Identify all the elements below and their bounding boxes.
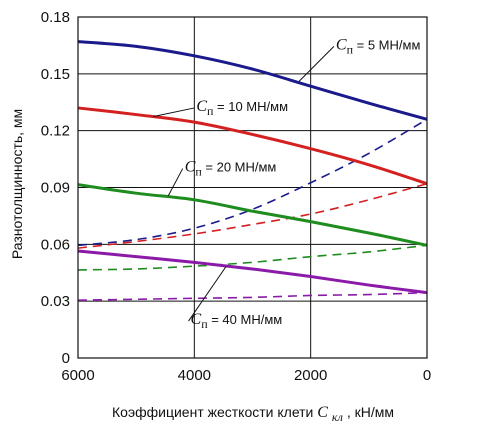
x-axis-symbol: C — [317, 404, 328, 421]
series-line-7-dashed — [77, 291, 428, 302]
y-tick-label: 0.06 — [41, 236, 70, 253]
x-tick-label: 0 — [423, 367, 431, 384]
annotation-label-0: Cп = 5 МН/мм — [336, 36, 421, 56]
series-line-4-solid — [77, 183, 428, 247]
annotation-leader-1 — [153, 107, 195, 117]
tick-labels: 0 0.03 0.06 0.09 0.12 0.15 0.18 6000 4000 2000 0 — [41, 9, 431, 384]
series-layer — [77, 40, 428, 302]
annotation-subscript: п — [207, 104, 214, 118]
series-line-5-dashed — [77, 244, 428, 271]
series-line-0-solid — [77, 40, 428, 121]
y-tick-label: 0.09 — [41, 180, 70, 197]
y-tick-label: 0.12 — [41, 123, 70, 140]
annotation-subscript: п — [347, 42, 354, 56]
x-axis-title-text: Коэффициент жесткости клети — [112, 404, 313, 420]
annotation-value: = 10 МН/мм — [213, 99, 288, 114]
annotation-symbol: C — [196, 98, 207, 115]
annotation-label-2: Cп = 20 МН/мм — [185, 159, 277, 179]
annotation-value: = 20 МН/мм — [202, 160, 277, 175]
series-line-6-solid — [77, 249, 428, 295]
x-tick-label: 6000 — [61, 367, 94, 384]
annotation-value: = 5 МН/мм — [353, 37, 420, 52]
annotation-leader-2 — [167, 168, 184, 197]
annotation-value: = 40 МН/мм — [208, 312, 283, 327]
y-axis-title: Разнотолщинность, мм — [9, 109, 25, 259]
series-line-2-solid — [77, 106, 428, 186]
annotation-subscript: п — [195, 165, 202, 179]
annotation-subscript: п — [201, 317, 208, 331]
annotation-label-3: Cп = 40 МН/мм — [191, 311, 283, 331]
y-tick-label: 0 — [62, 350, 70, 367]
y-tick-label: 0.03 — [41, 293, 70, 310]
annotation-symbol: C — [185, 159, 196, 176]
y-tick-label: 0.15 — [41, 66, 70, 83]
annotation-symbol: C — [191, 311, 202, 328]
x-tick-label: 4000 — [178, 367, 211, 384]
x-tick-label: 2000 — [294, 367, 327, 384]
annotation-label-1: Cп = 10 МН/мм — [196, 98, 288, 118]
plot-frame — [77, 16, 428, 359]
annotation-leader-3 — [188, 265, 227, 322]
annotation-leader-0 — [298, 46, 335, 82]
annotation-symbol: C — [336, 36, 347, 53]
x-axis-title: Коэффициент жесткости клети C кл , кН/мм — [112, 404, 394, 424]
y-tick-label: 0.18 — [41, 9, 70, 26]
series-line-1-dashed — [77, 118, 428, 247]
x-axis-subscript: кл — [332, 410, 343, 424]
x-axis-unit: , кН/мм — [347, 404, 394, 420]
